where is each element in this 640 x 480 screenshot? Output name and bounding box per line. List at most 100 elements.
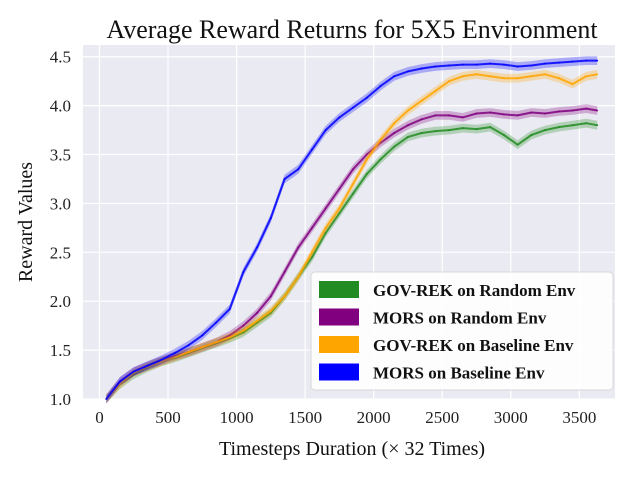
data-point <box>215 341 217 344</box>
data-point <box>516 77 519 80</box>
data-point <box>461 75 464 78</box>
legend-label: GOV-REK on Random Env <box>373 281 576 300</box>
data-point <box>571 109 574 112</box>
data-point <box>393 122 396 125</box>
data-point <box>283 271 286 273</box>
data-point <box>201 334 204 337</box>
data-point <box>596 124 599 127</box>
data-point <box>420 132 423 134</box>
series-3 <box>105 69 599 404</box>
data-point <box>461 127 464 129</box>
series-layer <box>105 56 599 404</box>
data-point <box>352 183 354 185</box>
data-point <box>585 59 588 62</box>
data-point <box>324 207 327 210</box>
data-point <box>434 65 437 68</box>
data-point <box>242 329 245 332</box>
data-point <box>311 251 313 254</box>
data-point <box>475 128 478 131</box>
legend-swatch <box>319 363 359 381</box>
data-point <box>174 352 176 354</box>
data-point <box>571 60 574 63</box>
data-point <box>489 75 492 78</box>
data-point <box>585 107 588 110</box>
data-point <box>489 111 492 114</box>
data-point <box>461 116 464 119</box>
data-point <box>324 227 327 229</box>
data-point <box>132 370 135 373</box>
legend-label: GOV-REK on Baseline Env <box>373 336 574 355</box>
data-point <box>338 116 341 119</box>
data-point <box>338 187 341 190</box>
data-point <box>530 111 533 114</box>
data-point <box>544 73 546 76</box>
data-point <box>256 246 258 249</box>
data-point <box>407 136 409 138</box>
data-point <box>379 141 382 144</box>
data-point <box>187 344 190 347</box>
data-point <box>585 122 588 125</box>
data-point <box>228 308 231 310</box>
data-point <box>530 75 533 78</box>
data-point <box>215 321 217 324</box>
data-point <box>297 168 300 171</box>
data-point <box>379 139 382 141</box>
data-point <box>596 59 599 62</box>
y-tick-label: 1.0 <box>50 390 71 409</box>
legend-label: MORS on Baseline Env <box>373 364 545 383</box>
data-point <box>269 217 272 220</box>
data-point <box>420 118 423 121</box>
data-point <box>352 168 354 171</box>
legend-swatch <box>319 281 359 298</box>
data-point <box>448 80 450 83</box>
data-point <box>393 75 396 78</box>
legend-box <box>310 271 614 391</box>
data-point <box>475 112 478 115</box>
legend: GOV-REK on Random Env MORS on Random Env G… <box>310 271 614 391</box>
data-point <box>297 275 300 278</box>
data-point <box>448 114 450 117</box>
data-point <box>596 73 599 76</box>
data-point <box>283 178 286 180</box>
data-point <box>146 364 149 367</box>
data-point <box>461 63 464 66</box>
x-tick-label: 3500 <box>562 408 596 427</box>
data-point <box>379 158 382 161</box>
y-tick-label: 3.5 <box>50 146 71 165</box>
data-point <box>557 126 560 128</box>
data-point <box>503 134 505 136</box>
x-tick-label: 1000 <box>220 408 254 427</box>
data-point <box>297 246 300 249</box>
data-point <box>393 132 396 134</box>
data-point <box>365 153 368 156</box>
data-point <box>256 319 258 322</box>
data-point <box>311 148 313 151</box>
x-tick-label: 0 <box>95 408 104 427</box>
y-tick-label: 4.0 <box>50 97 71 116</box>
data-point <box>557 77 560 80</box>
data-point <box>228 334 231 337</box>
data-point <box>105 398 108 400</box>
data-point <box>174 356 176 358</box>
x-tick-label: 2000 <box>357 408 391 427</box>
data-point <box>420 67 423 70</box>
data-point <box>503 77 505 80</box>
data-point <box>571 124 574 127</box>
legend-swatch <box>319 336 359 353</box>
data-point <box>269 310 272 312</box>
data-point <box>311 227 313 229</box>
data-point <box>475 63 478 66</box>
data-point <box>503 113 505 116</box>
data-point <box>160 360 163 363</box>
data-point <box>242 324 245 327</box>
x-tick-label: 2500 <box>425 408 459 427</box>
y-tick-label: 1.5 <box>50 341 71 360</box>
data-point <box>516 143 519 146</box>
data-point <box>557 110 560 113</box>
data-point <box>119 383 121 386</box>
data-point <box>324 129 327 132</box>
data-point <box>489 62 492 65</box>
data-point <box>596 109 599 112</box>
data-point <box>311 256 313 259</box>
